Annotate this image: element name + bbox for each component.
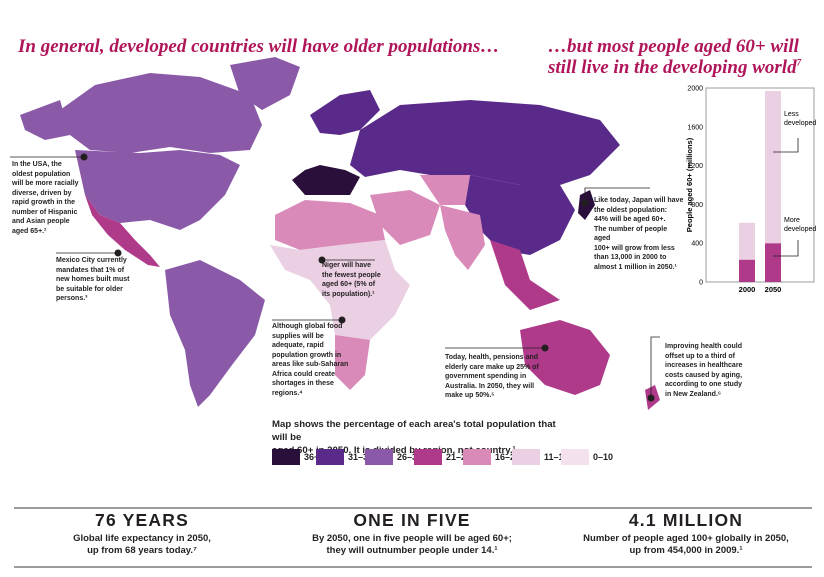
label-more-developed-1: More [784, 217, 800, 224]
leader-more-developed [773, 240, 799, 257]
region-russia [350, 100, 620, 185]
callout-mexico: Mexico City currently mandates that 1% of… [56, 257, 130, 302]
stat-life-expectancy-text: Global life expectancy in 2050, up from 6… [73, 533, 211, 556]
legend-swatch [463, 449, 491, 465]
stat-centenarians-value: 4.1 MILLION [628, 510, 744, 530]
callout-australia: Today, health, pensions and elderly care … [445, 354, 539, 399]
world-map [10, 57, 660, 410]
stats-bottom-rule [14, 566, 812, 568]
y-tick-label: 1200 [687, 163, 703, 170]
x-tick-2050: 2050 [765, 285, 782, 294]
region-southern-africa [335, 335, 370, 390]
region-mexico [85, 195, 160, 267]
legend-title: Map shows the percentage of each area's … [272, 418, 572, 457]
leader-less-developed [773, 138, 799, 153]
stats-top-rule [14, 507, 812, 509]
legend-title-line1: Map shows the percentage of each area's … [272, 419, 556, 443]
legend-swatch [561, 449, 589, 465]
bar-2050-more-developed [765, 243, 781, 282]
y-tick-label: 400 [691, 241, 703, 248]
callout-usa: In the USA, the oldest population will be … [12, 161, 79, 235]
region-europe-west [292, 165, 360, 195]
y-tick-label: 2000 [687, 86, 703, 93]
legend-item-11-15: 11–15 [512, 449, 569, 465]
legend-swatch [365, 449, 393, 465]
inset-frame [705, 87, 815, 283]
callout-africa: Although global food supplies will be adeq… [272, 323, 349, 397]
region-usa [75, 150, 240, 230]
legend-item-31-35: 31–35 [316, 449, 373, 465]
legend-item-21-25: 21–25 [414, 449, 471, 465]
x-tick-2000: 2000 [739, 285, 756, 294]
legend-swatch [316, 449, 344, 465]
region-china [465, 175, 575, 255]
callout-niger: Niger will have the fewest people aged 60+… [322, 262, 381, 298]
region-sub-saharan-africa [270, 240, 410, 355]
headline-right-line2: still live in the developing world [548, 57, 797, 78]
leader-nz [650, 336, 660, 398]
bar-2000-less-developed [739, 222, 755, 260]
legend-item-26-30: 26–30 [365, 449, 422, 465]
region-alaska [20, 100, 70, 140]
bar-2000-more-developed [739, 259, 755, 282]
region-central-asia [420, 175, 470, 205]
label-less-developed-1: Less [784, 111, 799, 118]
label-more-developed-2: developed [784, 226, 816, 233]
legend-item-36plus: 36+ [272, 449, 319, 465]
callout-nz: Improving health could offset up to a thi… [665, 343, 743, 398]
stat-life-expectancy-value: 76 YEARS [95, 510, 189, 530]
legend-swatch [414, 449, 442, 465]
region-canada [60, 73, 262, 153]
y-axis-label: People aged 60+ (millions) [685, 137, 694, 232]
legend-item-16-20: 16–20 [463, 449, 520, 465]
legend-swatch [512, 449, 540, 465]
stat-one-in-five-value: ONE IN FIVE [353, 510, 471, 530]
label-less-developed-2: developed [784, 120, 816, 127]
headline-right-footnote: 7 [796, 57, 802, 68]
region-south-america [165, 260, 265, 407]
y-tick-label: 0 [699, 280, 703, 287]
region-australia [520, 320, 610, 395]
headline-right: …but most people aged 60+ will still liv… [548, 36, 808, 78]
legend-title-line2: aged 60+ in 2050. It is divided by regio… [272, 445, 516, 456]
bar-2050-less-developed [765, 90, 781, 244]
region-greenland [230, 57, 300, 110]
stat-centenarians-text: Number of people aged 100+ globally in 2… [583, 533, 789, 556]
leader-japan [584, 187, 650, 203]
region-middle-east [370, 190, 440, 245]
y-tick-label: 800 [691, 202, 703, 209]
region-southeast-asia [490, 240, 560, 310]
callout-japan: Like today, Japan will have the oldest po… [594, 197, 684, 271]
stat-one-in-five-text: By 2050, one in five people will be aged… [312, 533, 512, 556]
y-tick-label: 1600 [687, 124, 703, 131]
headline-left: In general, developed countries will hav… [18, 36, 500, 57]
region-india [440, 205, 485, 270]
legend-item-0-10: 0–10 [561, 449, 613, 465]
inset-bar-chart: 0 400 800 1200 1600 2000 2000 2050 People age… [685, 86, 816, 295]
legend-swatch [272, 449, 300, 465]
region-north-africa [275, 200, 385, 250]
headline-right-line1: …but most people aged 60+ will [548, 36, 799, 57]
region-europe-north [310, 90, 380, 135]
